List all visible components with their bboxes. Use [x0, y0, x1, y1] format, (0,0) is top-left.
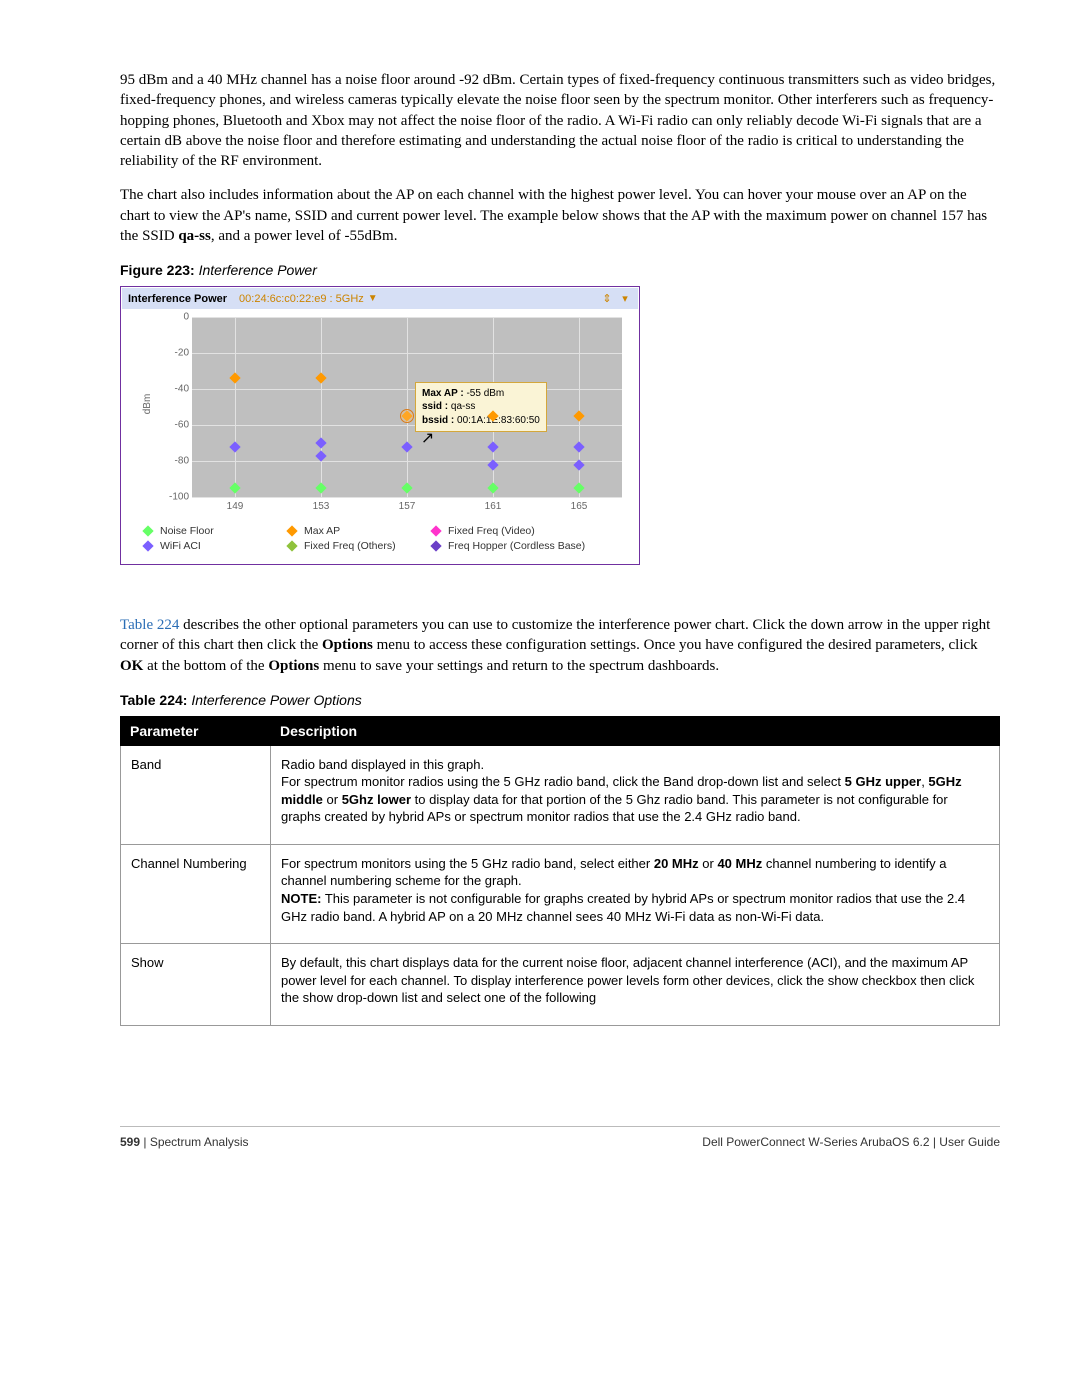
para2-post: , and a power level of -55dBm.	[211, 228, 398, 244]
ytick-label: -20	[157, 348, 189, 359]
ytick-label: -40	[157, 384, 189, 395]
ytick-label: -80	[157, 456, 189, 467]
legend-item: Fixed Freq (Others)	[288, 540, 432, 552]
ytick-label: -60	[157, 420, 189, 431]
footer-sep1: |	[140, 1135, 150, 1149]
legend-item: Fixed Freq (Video)	[432, 525, 630, 537]
table-row: Channel Numbering For spectrum monitors …	[120, 845, 1000, 944]
table-224-link[interactable]: Table 224	[120, 617, 179, 633]
desc-show: By default, this chart displays data for…	[270, 944, 1000, 1026]
param-show: Show	[120, 944, 270, 1026]
tooltip-bssid-label: bssid :	[422, 415, 454, 426]
paragraph-3: Table 224 describes the other optional p…	[120, 615, 1000, 676]
hover-highlight-ring	[400, 409, 414, 423]
footer-right: Dell PowerConnect W-Series ArubaOS 6.2 |…	[702, 1135, 1000, 1149]
table-label: Table 224:	[120, 692, 187, 708]
legend-label: Fixed Freq (Others)	[304, 540, 396, 552]
page-footer: 599 | Spectrum Analysis Dell PowerConnec…	[120, 1126, 1000, 1149]
tooltip-maxap-value: -55 dBm	[464, 388, 505, 399]
para3-b: Options	[322, 637, 373, 653]
r1c: 5 GHz upper	[845, 774, 922, 789]
legend-label: WiFi ACI	[160, 540, 201, 552]
legend-label: Freq Hopper (Cordless Base)	[448, 540, 585, 552]
legend-item: Noise Floor	[144, 525, 288, 537]
xtick-label: 153	[301, 501, 341, 512]
param-band: Band	[120, 746, 270, 845]
chart-header-title: Interference Power	[128, 293, 227, 305]
detach-icon[interactable]: ⇕	[600, 292, 614, 305]
table-title: Interference Power Options	[191, 692, 361, 708]
tooltip-maxap-label: Max AP :	[422, 388, 464, 399]
para3-g: menu to save your settings and return to…	[319, 658, 719, 674]
legend-item: WiFi ACI	[144, 540, 288, 552]
legend-swatch	[286, 525, 297, 536]
paragraph-2: The chart also includes information abou…	[120, 185, 1000, 246]
footer-page-number: 599	[120, 1135, 140, 1149]
legend-swatch	[142, 540, 153, 551]
r2b: 20 MHz	[654, 856, 699, 871]
figure-label: Figure 223:	[120, 262, 195, 278]
document-page: 95 dBm and a 40 MHz channel has a noise …	[0, 0, 1080, 1189]
paragraph-1: 95 dBm and a 40 MHz channel has a noise …	[120, 70, 1000, 171]
footer-section: Spectrum Analysis	[150, 1135, 249, 1149]
chart-header: Interference Power 00:24:6c:c0:22:e9 : 5…	[122, 288, 638, 309]
tooltip-ssid-value: qa-ss	[448, 401, 475, 412]
legend-item: Max AP	[288, 525, 432, 537]
figure-caption: Figure 223: Interference Power	[120, 262, 1000, 278]
xtick-label: 165	[559, 501, 599, 512]
r1a: Radio band displayed in this graph.	[281, 757, 484, 772]
legend-swatch	[286, 540, 297, 551]
xtick-label: 149	[215, 501, 255, 512]
para2-ssid: qa-ss	[178, 228, 211, 244]
desc-channel-numbering: For spectrum monitors using the 5 GHz ra…	[270, 845, 1000, 944]
chart-header-subtitle: 00:24:6c:c0:22:e9 : 5GHz	[239, 293, 364, 305]
chart-plot-area[interactable]: dBm Max AP : -55 dBm ssid : qa-ss bssid …	[122, 309, 638, 519]
chevron-down-icon[interactable]: ▼	[368, 293, 378, 304]
col-parameter: Parameter	[120, 716, 270, 746]
desc-band: Radio band displayed in this graph. For …	[270, 746, 1000, 845]
legend-swatch	[430, 525, 441, 536]
col-description: Description	[270, 716, 1000, 746]
r2a: For spectrum monitors using the 5 GHz ra…	[281, 856, 654, 871]
legend-item: Freq Hopper (Cordless Base)	[432, 540, 630, 552]
legend-swatch	[142, 525, 153, 536]
legend-label: Noise Floor	[160, 525, 214, 537]
para3-f: Options	[268, 658, 319, 674]
chart-ylabel: dBm	[142, 394, 153, 415]
table-row: Band Radio band displayed in this graph.…	[120, 746, 1000, 845]
footer-left: 599 | Spectrum Analysis	[120, 1135, 249, 1149]
r1b: For spectrum monitor radios using the 5 …	[281, 774, 845, 789]
table-header-row: Parameter Description	[120, 716, 1000, 746]
chart-legend: Noise Floor Max AP Fixed Freq (Video) WiFi …	[122, 519, 638, 563]
r2e: NOTE:	[281, 891, 321, 906]
cursor-icon: ↖	[421, 428, 434, 448]
legend-label: Fixed Freq (Video)	[448, 525, 535, 537]
chart-grid	[192, 317, 622, 497]
figure-title: Interference Power	[199, 262, 317, 278]
table-row: Show By default, this chart displays dat…	[120, 944, 1000, 1026]
options-table: Parameter Description Band Radio band di…	[120, 716, 1000, 1026]
xtick-label: 157	[387, 501, 427, 512]
legend-swatch	[430, 540, 441, 551]
tooltip-ssid-label: ssid :	[422, 401, 448, 412]
table-caption: Table 224: Interference Power Options	[120, 692, 1000, 708]
para3-d: OK	[120, 658, 143, 674]
interference-power-chart: Interference Power 00:24:6c:c0:22:e9 : 5…	[120, 286, 640, 565]
para3-c: menu to access these configuration setti…	[373, 637, 978, 653]
menu-down-icon[interactable]: ▾	[618, 292, 632, 305]
r2c: 40 MHz	[717, 856, 762, 871]
ytick-label: -100	[157, 492, 189, 503]
r1e: 5Ghz lower	[342, 792, 411, 807]
param-channel-numbering: Channel Numbering	[120, 845, 270, 944]
ytick-label: 0	[157, 312, 189, 323]
r2f: This parameter is not configurable for g…	[281, 891, 965, 924]
legend-label: Max AP	[304, 525, 340, 537]
chart-tooltip: Max AP : -55 dBm ssid : qa-ss bssid : 00…	[415, 382, 547, 433]
para3-e: at the bottom of the	[143, 658, 268, 674]
xtick-label: 161	[473, 501, 513, 512]
